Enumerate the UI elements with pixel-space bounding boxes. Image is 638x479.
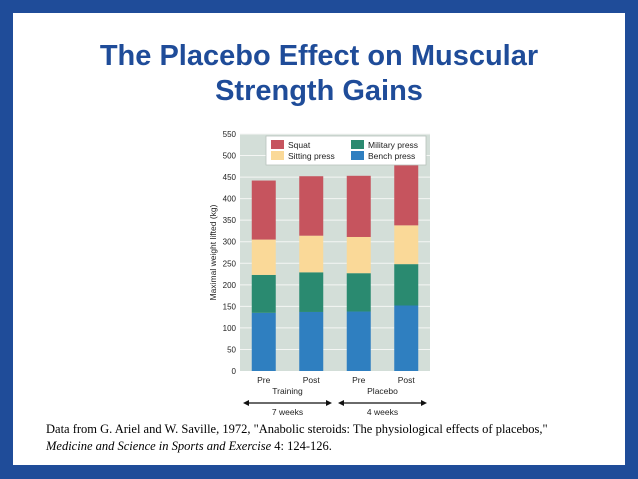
legend-swatch <box>351 140 364 149</box>
citation-volume: 4: 124-126. <box>271 439 332 453</box>
bar-segment-bench-press <box>299 311 324 371</box>
legend-swatch <box>351 151 364 160</box>
bar-segment-squat <box>299 176 324 236</box>
bar-segment-bench-press <box>346 311 371 371</box>
x-tick-label: Post <box>303 375 321 385</box>
arrow-head-left <box>338 400 344 406</box>
citation-text: Data from G. Ariel and W. Saville, 1972,… <box>46 422 548 436</box>
arrow-head-right <box>421 400 427 406</box>
bar-segment-sitting-press <box>346 236 371 274</box>
y-tick-label: 50 <box>227 345 236 354</box>
bar-segment-bench-press <box>394 305 419 371</box>
y-tick-label: 400 <box>223 195 237 204</box>
group-label: Training <box>272 386 303 396</box>
y-tick-label: 150 <box>223 302 237 311</box>
bar-segment-bench-press <box>251 312 276 371</box>
bar-segment-sitting-press <box>299 235 324 273</box>
legend-box <box>265 135 427 166</box>
y-tick-label: 500 <box>223 152 237 161</box>
legend-label: Military press <box>368 140 418 150</box>
citation-journal: Medicine and Science in Sports and Exerc… <box>46 439 272 453</box>
y-tick-label: 550 <box>223 130 237 139</box>
legend-label: Squat <box>288 140 311 150</box>
legend-swatch <box>271 140 284 149</box>
y-tick-label: 350 <box>223 216 237 225</box>
stacked-bar-chart: 0 50 100 150 200 250 300 350 400 450 500 550 Maximal… <box>208 130 430 415</box>
legend-label: Bench press <box>368 151 415 161</box>
bar-segment-military-press <box>299 272 324 312</box>
bar-segment-squat <box>394 159 419 226</box>
bar-segment-squat <box>346 175 371 237</box>
title-line-2: Strength Gains <box>215 75 423 107</box>
y-tick-label: 300 <box>223 238 237 247</box>
x-tick-label: Pre <box>257 375 271 385</box>
y-tick-label: 450 <box>223 173 237 182</box>
slide-title: The Placebo Effect on Muscular Strength … <box>13 39 625 109</box>
y-tick-label: 200 <box>223 281 237 290</box>
bar-segment-sitting-press <box>251 239 276 275</box>
duration-label: 7 weeks <box>272 407 303 415</box>
legend-label: Sitting press <box>288 151 335 161</box>
y-tick-label: 100 <box>223 324 237 333</box>
citation: Data from G. Ariel and W. Saville, 1972,… <box>46 421 606 455</box>
arrow-head-right <box>326 400 332 406</box>
y-tick-label: 0 <box>232 367 237 376</box>
bar-segment-sitting-press <box>394 225 419 265</box>
duration-label: 4 weeks <box>367 407 398 415</box>
group-label: Placebo <box>367 386 398 396</box>
bar-segment-military-press <box>394 264 419 306</box>
bar-segment-military-press <box>346 273 371 312</box>
y-axis-label: Maximal weight lifted (kg) <box>208 204 218 300</box>
bar-segment-military-press <box>251 274 276 313</box>
y-tick-label: 250 <box>223 259 237 268</box>
arrow-head-left <box>243 400 249 406</box>
title-line-1: The Placebo Effect on Muscular <box>99 40 539 72</box>
legend-swatch <box>271 151 284 160</box>
bar-segment-squat <box>251 180 276 240</box>
slide: The Placebo Effect on Muscular Strength … <box>13 13 625 465</box>
x-tick-label: Post <box>398 375 416 385</box>
x-tick-label: Pre <box>352 375 366 385</box>
